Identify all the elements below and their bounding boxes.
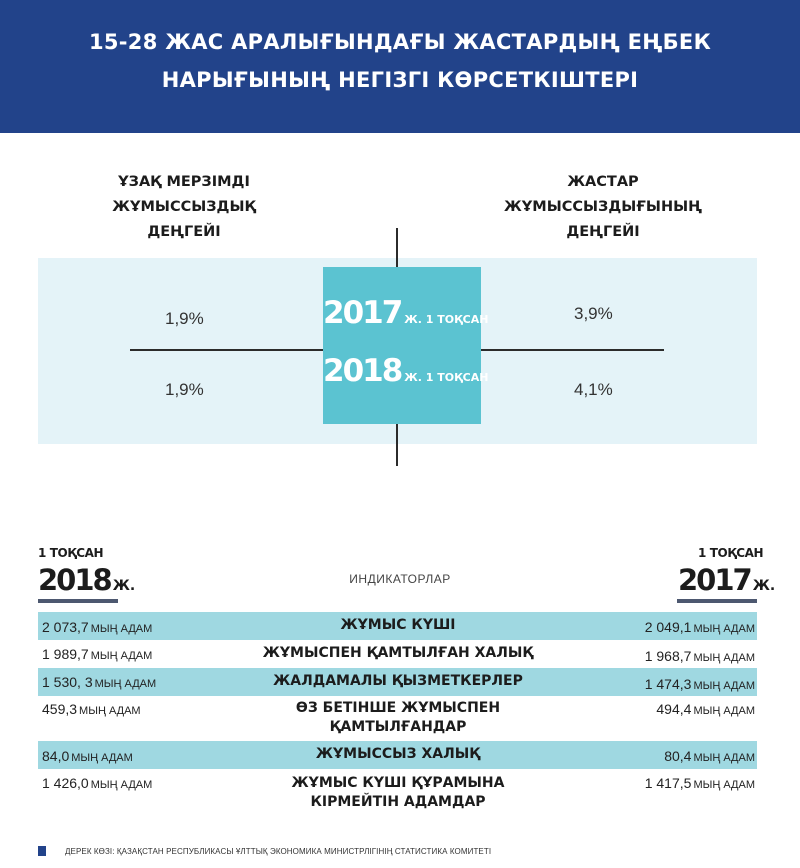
header-banner: 15-28 ЖАС АРАЛЫҒЫНДАҒЫ ЖАСТАРДЫҢ ЕҢБЕК Н… (0, 0, 800, 133)
left-quarter-label: 1 ТОҚСАН (38, 546, 104, 560)
caption-line: ҰЗАҚ МЕРЗІМДІ (118, 174, 250, 190)
unit: МЫҢ АДАМ (693, 779, 755, 791)
number: 1 474,3 (644, 676, 692, 692)
value-2018: 1 426,0 МЫҢ АДАМ (42, 775, 152, 791)
value-2018: 84,0 МЫҢ АДАМ (42, 748, 133, 764)
table-row: 2 073,7 МЫҢ АДАМ ЖҰМЫС КҮШІ 2 049,1 МЫҢ АД… (38, 612, 757, 640)
number: 1 426,0 (42, 775, 89, 791)
long-term-unemployment-2017: 1,9% (165, 309, 204, 328)
value-2018: 1 989,7 МЫҢ АДАМ (42, 646, 152, 662)
unit: МЫҢ АДАМ (71, 752, 133, 764)
unit: МЫҢ АДАМ (693, 652, 755, 664)
number: 1 530, 3 (42, 674, 93, 690)
year-2017: 2017 (323, 295, 403, 331)
year-suffix: Ж. (752, 578, 776, 594)
right-year-underline (677, 599, 757, 603)
divider-vertical-bottom (396, 424, 398, 466)
caption-line: ЖҰМЫССЫЗДЫҚ (112, 199, 256, 215)
table-row: 1 530, 3 МЫҢ АДАМ ЖАЛДАМАЛЫ ҚЫЗМЕТКЕРЛЕР … (38, 668, 757, 696)
number: 1 968,7 (644, 648, 692, 664)
quarter-label: Ж. 1 ТОҚСАН (404, 371, 489, 384)
indicator-name: ЖҰМЫССЫЗ ХАЛЫҚ (315, 746, 481, 762)
indicator-name-line: КІРМЕЙТІН АДАМДАР (310, 794, 486, 810)
caption-line: ДЕҢГЕЙІ (566, 224, 640, 240)
source-note: ДЕРЕК КӨЗІ: ҚАЗАҚСТАН РЕСПУБЛИКАСЫ ҰЛТТЫ… (65, 847, 492, 856)
unit: МЫҢ АДАМ (693, 623, 755, 635)
caption-line: ЖҰМЫССЫЗДЫҒЫНЫҢ (504, 199, 702, 215)
youth-unemployment-2018: 4,1% (574, 380, 613, 399)
youth-unemployment-caption: ЖАСТАР ЖҰМЫССЫЗДЫҒЫНЫҢ ДЕҢГЕЙІ (498, 170, 708, 245)
period-2018: 2018 Ж. 1 ТОҚСАН (323, 353, 488, 389)
year-2018: 2018 (323, 353, 403, 389)
period-center-box: 2017 Ж. 1 ТОҚСАН 2018 Ж. 1 ТОҚСАН (323, 267, 488, 424)
value-2018: 2 073,7 МЫҢ АДАМ (42, 619, 152, 635)
unit: МЫҢ АДАМ (79, 705, 141, 717)
long-term-unemployment-caption: ҰЗАҚ МЕРЗІМДІ ЖҰМЫССЫЗДЫҚ ДЕҢГЕЙІ (84, 170, 284, 245)
unit: МЫҢ АДАМ (90, 650, 153, 662)
number: 1 417,5 (644, 775, 692, 791)
indicator-name: ЖҰМЫСПЕН ҚАМТЫЛҒАН ХАЛЫҚ (262, 645, 534, 661)
table-row: 84,0 МЫҢ АДАМ ЖҰМЫССЫЗ ХАЛЫҚ 80,4 МЫҢ АДАМ (38, 741, 757, 769)
number: 494,4 (656, 701, 692, 717)
left-year-heading: 2018 Ж. (38, 563, 135, 597)
number: 2 073,7 (42, 619, 89, 635)
unit: МЫҢ АДАМ (693, 752, 755, 764)
left-year-underline (38, 599, 118, 603)
value-2018: 459,3 МЫҢ АДАМ (42, 701, 141, 717)
caption-line: ДЕҢГЕЙІ (147, 224, 221, 240)
number: 84,0 (42, 748, 70, 764)
indicator-name: ЖҰМЫС КҮШІ (340, 617, 456, 633)
quarter-label: Ж. 1 ТОҚСАН (404, 313, 489, 326)
source-marker (38, 846, 46, 856)
indicator-name: ЖҰМЫС КҮШІ ҚҰРАМЫНА КІРМЕЙТІН АДАМДАР (198, 774, 598, 812)
value-2017: 80,4 МЫҢ АДАМ (664, 748, 755, 764)
year-suffix: Ж. (112, 578, 136, 594)
table-row: 1 426,0 МЫҢ АДАМ ЖҰМЫС КҮШІ ҚҰРАМЫНА КІРМ… (38, 769, 757, 819)
indicator-name: ЖАЛДАМАЛЫ ҚЫЗМЕТКЕРЛЕР (273, 673, 523, 689)
long-term-unemployment-2018: 1,9% (165, 380, 204, 399)
value-2017: 1 474,3 МЫҢ АДАМ (645, 676, 755, 692)
unit: МЫҢ АДАМ (94, 678, 157, 690)
value-2017: 1 968,7 МЫҢ АДАМ (645, 648, 755, 664)
right-quarter-label: 1 ТОҚСАН (698, 546, 764, 560)
left-year: 2018 (38, 563, 113, 597)
indicators-heading: ИНДИКАТОРЛАР (349, 572, 451, 586)
caption-line: ЖАСТАР (567, 174, 639, 190)
youth-unemployment-2017: 3,9% (574, 304, 613, 323)
indicator-name: ӨЗ БЕТІНШЕ ЖҰМЫСПЕН ҚАМТЫЛҒАНДАР (198, 699, 598, 737)
unit: МЫҢ АДАМ (90, 623, 153, 635)
number: 80,4 (664, 748, 692, 764)
unit: МЫҢ АДАМ (90, 779, 153, 791)
table-row: 459,3 МЫҢ АДАМ ӨЗ БЕТІНШЕ ЖҰМЫСПЕН ҚАМТЫЛ… (38, 696, 757, 740)
divider-horizontal-left (130, 349, 323, 351)
divider-vertical-top (396, 228, 398, 268)
number: 459,3 (42, 701, 78, 717)
value-2017: 494,4 МЫҢ АДАМ (656, 701, 755, 717)
indicator-name-line: ЖҰМЫС КҮШІ ҚҰРАМЫНА (291, 775, 505, 791)
right-year-heading: 2017 Ж. (678, 563, 775, 597)
value-2017: 2 049,1 МЫҢ АДАМ (645, 619, 755, 635)
value-2018: 1 530, 3 МЫҢ АДАМ (42, 674, 156, 690)
unit: МЫҢ АДАМ (693, 680, 755, 692)
table-row: 1 989,7 МЫҢ АДАМ ЖҰМЫСПЕН ҚАМТЫЛҒАН ХАЛЫҚ… (38, 640, 757, 668)
period-2017: 2017 Ж. 1 ТОҚСАН (323, 295, 488, 331)
number: 2 049,1 (644, 619, 692, 635)
number: 1 989,7 (42, 646, 89, 662)
unit: МЫҢ АДАМ (693, 705, 755, 717)
indicator-name-line: ҚАМТЫЛҒАНДАР (329, 719, 467, 735)
page-title-line-1: 15-28 ЖАС АРАЛЫҒЫНДАҒЫ ЖАСТАРДЫҢ ЕҢБЕК (88, 30, 712, 54)
indicator-name-line: ӨЗ БЕТІНШЕ ЖҰМЫСПЕН (295, 700, 501, 716)
value-2017: 1 417,5 МЫҢ АДАМ (645, 775, 755, 791)
divider-horizontal-right (481, 349, 664, 351)
page-title-line-2: НАРЫҒЫНЫҢ НЕГІЗГІ КӨРСЕТКІШТЕРІ (161, 68, 639, 92)
right-year: 2017 (678, 563, 753, 597)
